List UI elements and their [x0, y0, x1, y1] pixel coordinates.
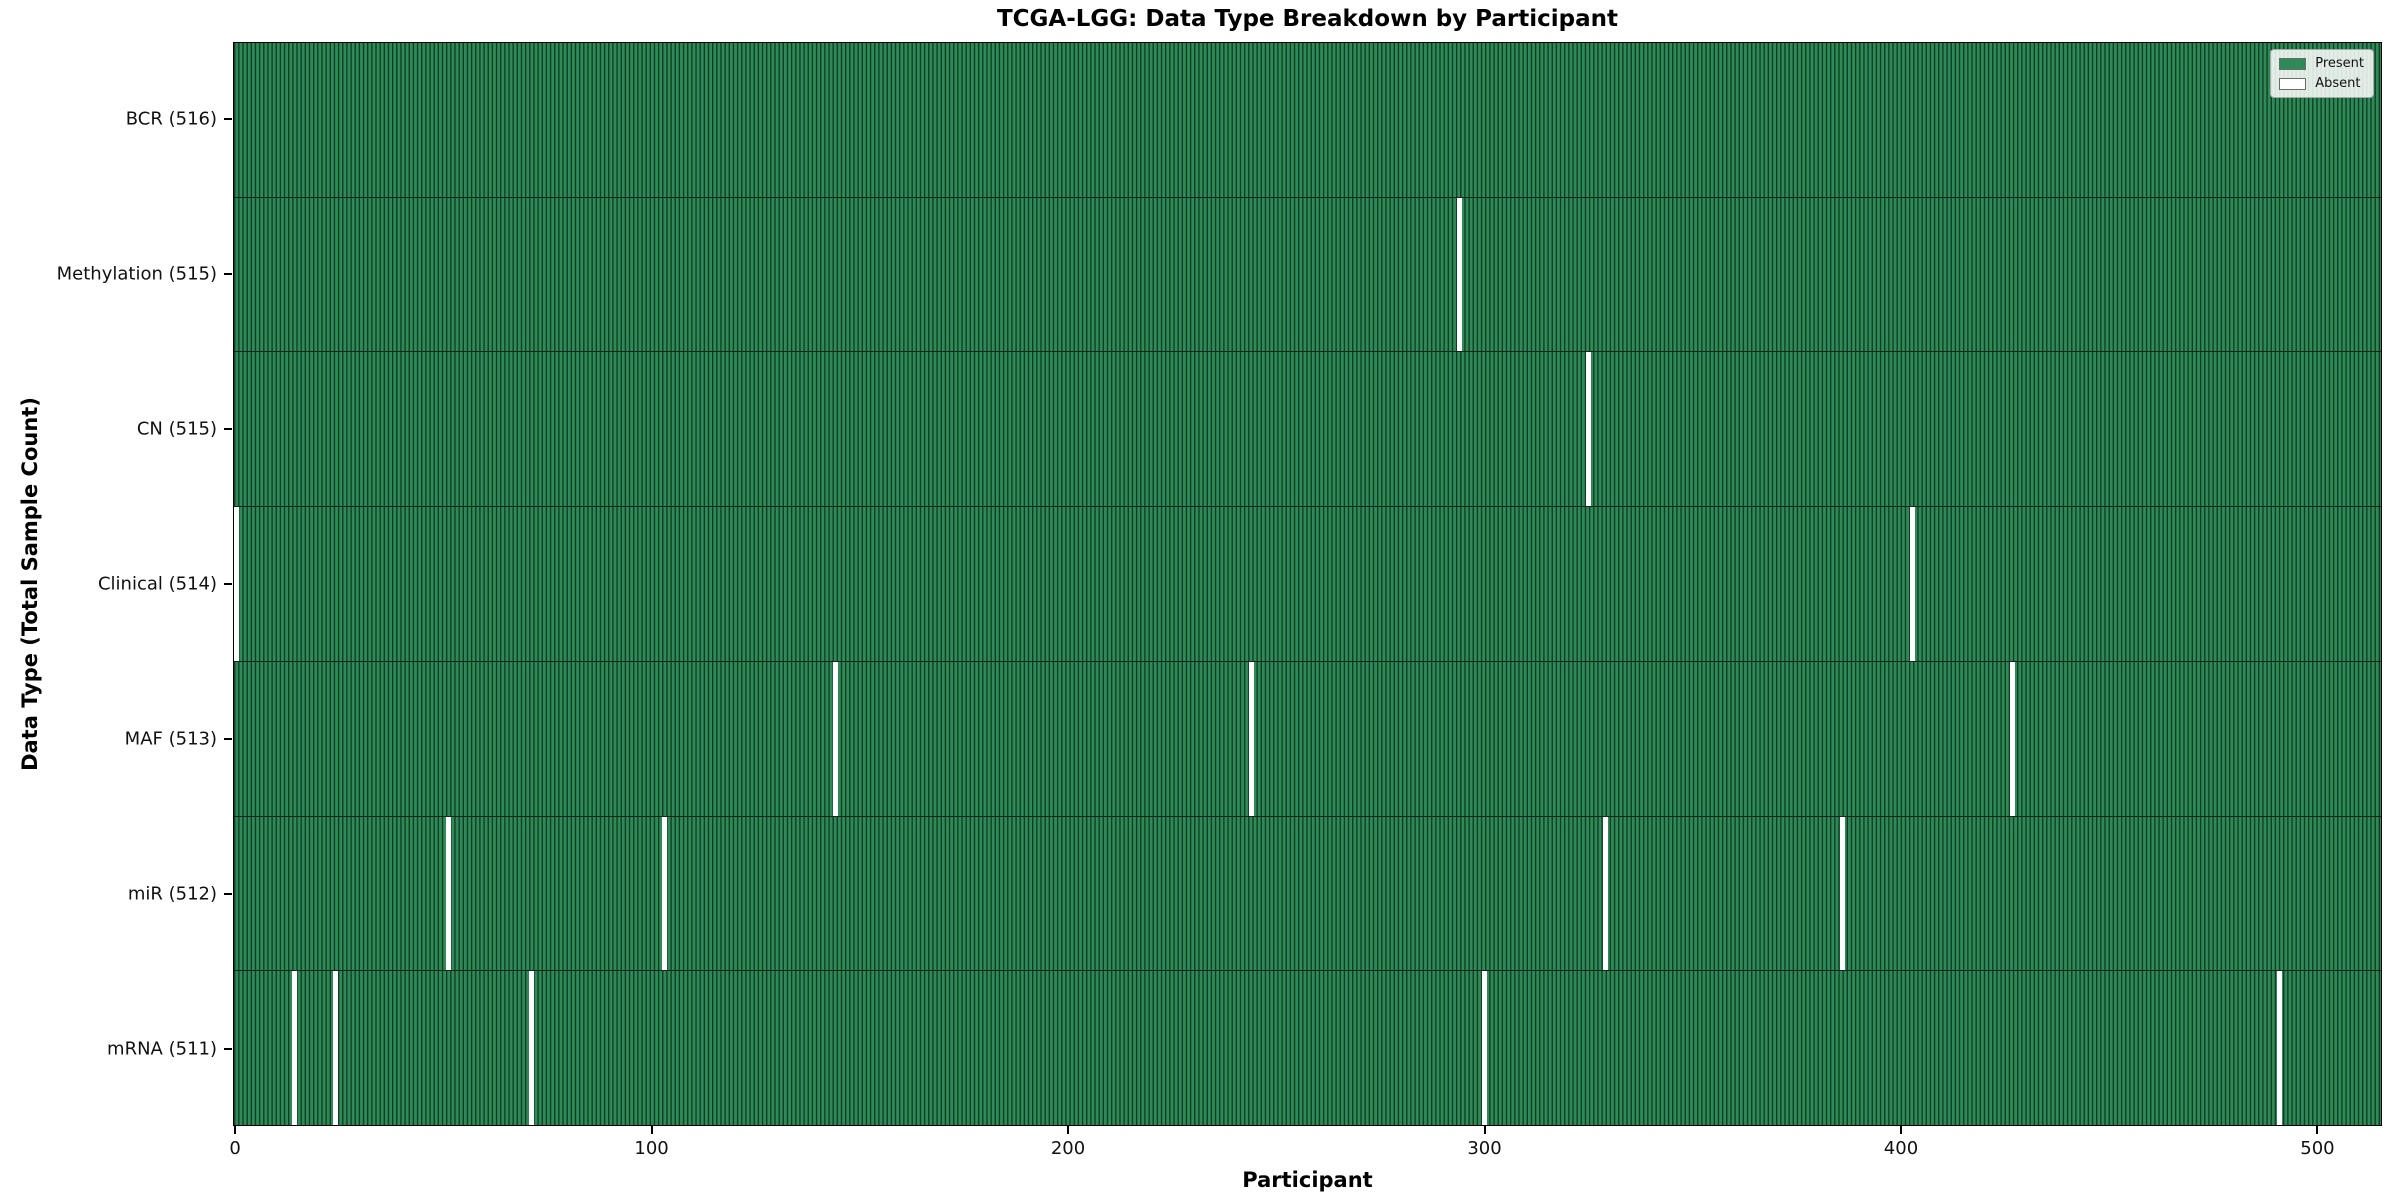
datatype-row-Clinical — [233, 507, 2381, 662]
y-tick-label-Methylation: Methylation (515) — [56, 263, 217, 285]
y-tick-label-miR: miR (512) — [127, 883, 217, 905]
y-tick-mark — [224, 273, 232, 276]
chart-title: TCGA-LGG: Data Type Breakdown by Partici… — [996, 6, 1619, 32]
datatype-row-MAF — [234, 661, 2381, 817]
rows — [233, 43, 2381, 1126]
x-tick-mark — [234, 1126, 237, 1134]
datatype-row-BCR — [234, 43, 2381, 198]
y-tick-mark — [224, 737, 232, 740]
legend: Present Absent — [2270, 49, 2374, 98]
absent-swatch — [2279, 77, 2307, 90]
absent-gap-mRNA-491 — [2276, 971, 2282, 1126]
datatype-row-mRNA — [234, 971, 2381, 1126]
datatype-row-Methylation — [234, 197, 2381, 353]
absent-gap-miR-386 — [1839, 816, 1845, 971]
absent-gap-mRNA-24 — [333, 971, 339, 1126]
datatype-row-CN — [234, 352, 2381, 508]
plot-area: Present Absent — [233, 42, 2382, 1126]
y-tick-mark — [224, 583, 232, 585]
x-tick-mark — [1067, 1126, 1070, 1134]
y-tick-mark — [224, 892, 232, 895]
legend-entry-present: Present — [2279, 56, 2364, 71]
absent-gap-Clinical-0 — [233, 507, 239, 661]
absent-gap-MAF-244 — [1248, 661, 1254, 816]
y-tick-label-BCR: BCR (516) — [125, 108, 217, 130]
y-tick-label-mRNA: mRNA (511) — [107, 1038, 217, 1060]
absent-gap-mRNA-300 — [1481, 971, 1487, 1126]
absent-gap-miR-51 — [445, 816, 451, 971]
present-swatch — [2279, 57, 2307, 70]
x-tick-mark — [650, 1126, 653, 1134]
y-tick-mark — [224, 428, 232, 431]
x-tick-mark — [1483, 1126, 1486, 1134]
x-tick-label-500: 500 — [2300, 1138, 2335, 1159]
x-axis-label: Participant — [1242, 1168, 1373, 1192]
datatype-row-miR — [234, 816, 2381, 972]
absent-gap-mRNA-71 — [529, 971, 534, 1126]
x-tick-label-0: 0 — [229, 1138, 241, 1159]
y-tick-mark — [224, 1047, 232, 1050]
x-tick-mark — [2316, 1126, 2319, 1134]
absent-gap-miR-103 — [662, 816, 668, 971]
x-tick-label-200: 200 — [1050, 1138, 1086, 1159]
y-tick-label-CN: CN (515) — [136, 418, 217, 440]
legend-label-absent: Absent — [2315, 76, 2361, 91]
y-tick-label-MAF: MAF (513) — [124, 728, 217, 750]
absent-gap-miR-329 — [1602, 816, 1608, 971]
y-tick-mark — [224, 118, 232, 121]
legend-entry-absent: Absent — [2279, 76, 2364, 91]
absent-gap-mRNA-14 — [291, 971, 297, 1126]
legend-label-present: Present — [2315, 56, 2364, 71]
absent-gap-MAF-144 — [832, 661, 838, 816]
x-axis: 0 100 200 300 400 500 — [229, 1126, 2382, 1166]
x-tick-label-400: 400 — [1883, 1138, 1919, 1159]
y-axis: BCR (516) Methylation (515) CN (515) Clinic… — [0, 42, 233, 1126]
absent-gap-Methylation-294 — [1456, 197, 1462, 352]
x-tick-mark — [1899, 1126, 1902, 1134]
y-tick-label-Clinical: Clinical (514) — [97, 573, 217, 595]
absent-gap-MAF-427 — [2010, 661, 2016, 816]
absent-gap-CN-325 — [1585, 352, 1591, 507]
x-tick-label-100: 100 — [634, 1138, 669, 1159]
absent-gap-Clinical-403 — [1910, 507, 1916, 661]
x-tick-label-300: 300 — [1467, 1138, 1502, 1159]
